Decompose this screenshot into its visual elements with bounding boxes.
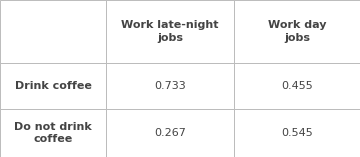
Text: 0.455: 0.455 (281, 81, 313, 91)
Text: Work late-night
jobs: Work late-night jobs (121, 20, 219, 43)
Bar (106, 0, 234, 63)
Text: Do not drink
coffee: Do not drink coffee (14, 122, 92, 144)
Bar (234, 63, 360, 109)
Bar (0, 63, 106, 109)
Bar (234, 0, 360, 63)
Bar (0, 0, 106, 63)
Bar (106, 63, 234, 109)
Bar (106, 109, 234, 157)
Text: 0.545: 0.545 (281, 128, 313, 138)
Bar (0, 109, 106, 157)
Bar (234, 109, 360, 157)
Text: Work day
jobs: Work day jobs (268, 20, 326, 43)
Text: 0.267: 0.267 (154, 128, 186, 138)
Text: 0.733: 0.733 (154, 81, 186, 91)
Text: Drink coffee: Drink coffee (15, 81, 91, 91)
